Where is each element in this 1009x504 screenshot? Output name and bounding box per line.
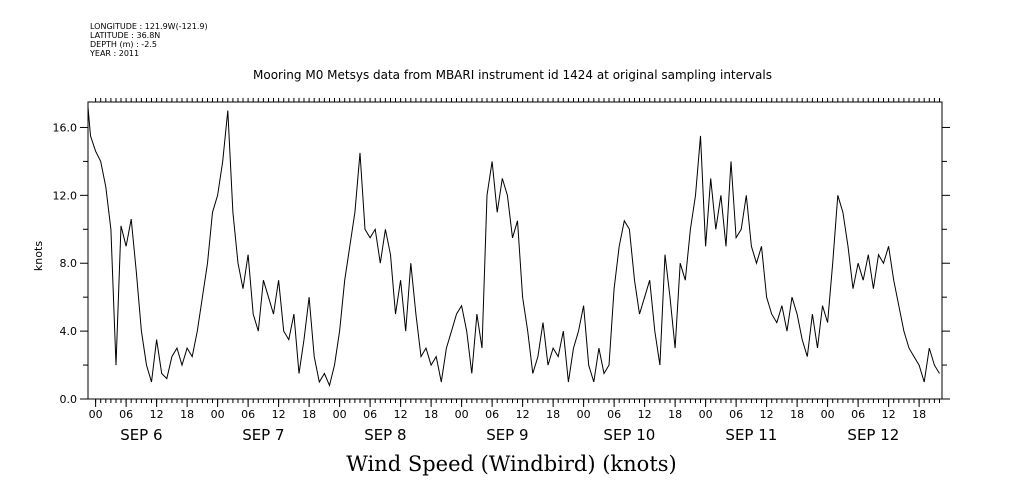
x-tick-label: 06 bbox=[363, 408, 377, 421]
x-day-label: SEP 10 bbox=[603, 426, 655, 444]
x-tick-label: 18 bbox=[302, 408, 316, 421]
wind-speed-series-line bbox=[87, 107, 940, 387]
x-tick-label: 12 bbox=[760, 408, 774, 421]
latitude-text: LATITUDE : 36.8N bbox=[90, 31, 161, 40]
x-tick-label: 18 bbox=[912, 408, 926, 421]
x-day-label: SEP 6 bbox=[120, 426, 162, 444]
x-minor-ticks-top bbox=[95, 98, 940, 102]
x-minor-ticks-bottom bbox=[95, 399, 940, 403]
x-tick-label: 00 bbox=[455, 408, 469, 421]
y-tick-label: 16.0 bbox=[53, 121, 78, 134]
longitude-text: LONGITUDE : 121.9W(-121.9) bbox=[90, 22, 208, 31]
x-day-label: SEP 8 bbox=[364, 426, 406, 444]
x-tick-label: 00 bbox=[89, 408, 103, 421]
chart-title-text: Mooring M0 Metsys data from MBARI instru… bbox=[253, 68, 772, 82]
x-axis-title-text: Wind Speed (Windbird) (knots) bbox=[346, 452, 677, 476]
y-tick-label: 4.0 bbox=[60, 325, 78, 338]
x-tick-label: 12 bbox=[516, 408, 530, 421]
x-tick-label: 00 bbox=[577, 408, 591, 421]
x-tick-label: 00 bbox=[699, 408, 713, 421]
y-axis-label: knots bbox=[32, 241, 45, 271]
x-tick-label: 06 bbox=[607, 408, 621, 421]
x-day-label: SEP 11 bbox=[725, 426, 777, 444]
x-tick-label: 06 bbox=[485, 408, 499, 421]
x-tick-label: 00 bbox=[821, 408, 835, 421]
y-tick-label: 0.0 bbox=[60, 393, 78, 406]
x-tick-label: 06 bbox=[119, 408, 133, 421]
x-tick-label: 12 bbox=[394, 408, 408, 421]
x-tick-label: 00 bbox=[333, 408, 347, 421]
x-axis-title: Wind Speed (Windbird) (knots) bbox=[0, 452, 1009, 476]
plot-frame bbox=[87, 101, 943, 400]
x-tick-label: 18 bbox=[180, 408, 194, 421]
x-tick-label: 00 bbox=[211, 408, 225, 421]
x-tick-label: 12 bbox=[272, 408, 286, 421]
x-tick-label: 18 bbox=[424, 408, 438, 421]
x-tick-label: 12 bbox=[882, 408, 896, 421]
x-tick-label: 06 bbox=[851, 408, 865, 421]
x-tick-label: 06 bbox=[729, 408, 743, 421]
x-tick-label: 12 bbox=[150, 408, 164, 421]
x-day-label: SEP 7 bbox=[242, 426, 284, 444]
x-tick-label: 18 bbox=[546, 408, 560, 421]
x-tick-label: 06 bbox=[241, 408, 255, 421]
depth-text: DEPTH (m) : -2.5 bbox=[90, 40, 157, 49]
year-text: YEAR : 2011 bbox=[90, 49, 140, 58]
chart-title: Mooring M0 Metsys data from MBARI instru… bbox=[0, 68, 1009, 82]
y-tick-label: 12.0 bbox=[53, 189, 78, 202]
x-tick-label: 18 bbox=[668, 408, 682, 421]
x-tick-label: 12 bbox=[638, 408, 652, 421]
metadata-block: LONGITUDE : 121.9W(-121.9) LATITUDE : 36… bbox=[90, 22, 208, 58]
y-tick-label: 8.0 bbox=[60, 257, 78, 270]
x-day-label: SEP 9 bbox=[486, 426, 528, 444]
x-tick-label: 18 bbox=[790, 408, 804, 421]
x-day-label: SEP 12 bbox=[847, 426, 899, 444]
